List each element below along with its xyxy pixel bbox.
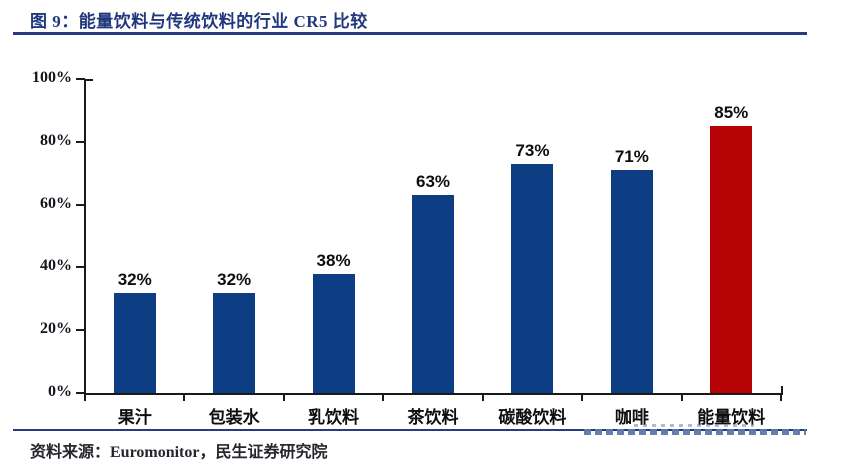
x-category-label: 果汁	[117, 408, 152, 427]
y-tick-label: 80%	[40, 131, 72, 149]
bar-value-label: 85%	[714, 103, 749, 123]
bar-value-label: 32%	[217, 269, 252, 289]
y-tick	[76, 203, 85, 206]
bar-value-label: 63%	[415, 172, 451, 192]
y-tick	[76, 266, 85, 269]
y-axis-end-cap	[86, 79, 93, 81]
bar	[412, 195, 454, 393]
y-tick-label: 20%	[40, 320, 72, 338]
x-tick	[382, 393, 385, 401]
x-tick	[282, 393, 285, 401]
y-tick-label: 40%	[40, 257, 72, 275]
x-category-label: 茶饮料	[407, 408, 459, 427]
bar	[312, 273, 355, 393]
x-tick	[780, 393, 782, 401]
bar	[610, 170, 653, 393]
x-tick	[581, 393, 584, 401]
bar-value-label: 71%	[614, 147, 649, 167]
x-category-label: 乳饮料	[308, 408, 360, 427]
title-divider	[13, 32, 807, 35]
y-tick-label: 60%	[40, 194, 72, 212]
x-tick	[481, 393, 484, 401]
y-tick	[76, 140, 85, 143]
figure-title: 图 9：能量饮料与传统饮料的行业 CR5 比较	[30, 12, 368, 31]
bar-value-label: 32%	[117, 269, 152, 289]
x-tick	[183, 393, 186, 401]
y-tick	[76, 329, 85, 332]
watermark-fragment	[584, 424, 806, 437]
x-category-label: 碳酸饮料	[498, 408, 567, 427]
bar-value-label: 73%	[515, 140, 550, 160]
y-tick	[76, 78, 85, 80]
y-tick	[76, 392, 85, 394]
bar-value-label: 38%	[316, 250, 351, 270]
x-category-label: 能量饮料	[697, 408, 766, 427]
x-tick	[84, 393, 86, 401]
x-category-label: 包装水	[208, 408, 260, 427]
y-tick-label: 100%	[32, 69, 72, 86]
bar	[710, 126, 753, 393]
y-axis-line	[84, 79, 86, 395]
x-axis-end-cap	[781, 386, 783, 395]
source-note: 资料来源：Euromonitor，民生证券研究院	[30, 444, 328, 461]
x-tick	[680, 393, 683, 401]
x-axis-line	[84, 393, 783, 395]
footer-divider	[13, 429, 807, 431]
x-category-label: 咖啡	[614, 408, 649, 427]
y-tick-label: 0%	[48, 383, 72, 400]
bar	[113, 292, 156, 393]
bar	[511, 163, 554, 393]
bar	[213, 292, 256, 393]
